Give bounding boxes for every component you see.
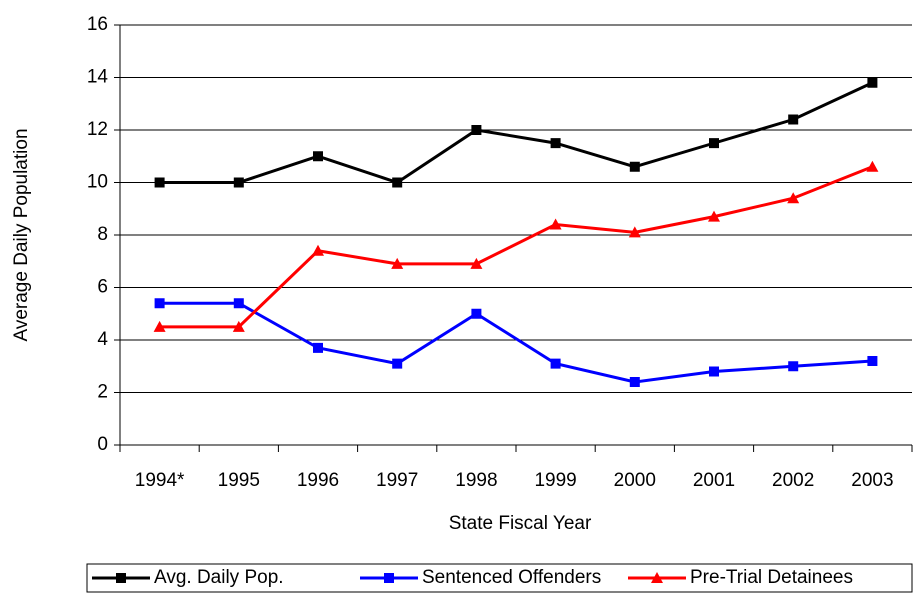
x-tick-label: 2001 (693, 470, 735, 491)
marker (392, 177, 403, 188)
marker (471, 125, 482, 135)
y-tick-label: 8 (97, 224, 108, 245)
y-tick-label: 2 (97, 382, 108, 403)
x-axis-title: State Fiscal Year (449, 513, 592, 534)
x-tick-label: 2000 (614, 470, 656, 491)
marker (787, 192, 800, 204)
marker (549, 218, 562, 230)
series-line (159, 301, 873, 384)
marker (471, 308, 482, 319)
marker (313, 342, 323, 353)
x-tick-label: 2002 (772, 470, 814, 491)
marker (708, 210, 720, 222)
marker (866, 160, 879, 172)
legend-label: Pre-Trial Detainees (690, 567, 853, 588)
marker (629, 377, 640, 387)
marker (867, 356, 878, 366)
marker (233, 177, 244, 188)
marker (788, 114, 799, 125)
marker (384, 573, 394, 583)
legend-label: Sentenced Offenders (422, 567, 601, 588)
legend-box (86, 563, 913, 593)
x-tick-label: 1997 (376, 470, 418, 491)
y-tick-label: 6 (97, 277, 108, 298)
x-tick-label: 1994* (135, 470, 185, 491)
marker (629, 161, 640, 172)
marker (788, 361, 799, 372)
y-tick-label: 12 (87, 119, 108, 140)
x-tick-label: 1995 (218, 470, 260, 491)
legend-label: Avg. Daily Pop. (154, 567, 284, 588)
marker (651, 572, 663, 583)
x-tick-label: 1996 (297, 470, 339, 491)
x-tick-label: 1999 (534, 470, 576, 491)
marker (709, 366, 719, 377)
marker (628, 226, 641, 238)
marker (391, 257, 404, 269)
y-tick-label: 14 (87, 67, 109, 88)
marker (392, 358, 403, 369)
y-axis-title: Average Daily Population (11, 128, 32, 341)
marker (233, 298, 244, 309)
marker (153, 320, 166, 332)
marker (154, 298, 165, 309)
marker (470, 257, 483, 269)
marker (867, 77, 878, 88)
y-tick-label: 4 (97, 329, 108, 350)
marker (312, 244, 324, 256)
marker (154, 177, 165, 188)
marker (232, 320, 245, 332)
marker (550, 358, 561, 369)
y-tick-label: 0 (97, 434, 108, 455)
x-tick-label: 2003 (851, 470, 893, 491)
series-line (159, 81, 874, 185)
marker (116, 573, 126, 583)
y-tick-label: 16 (87, 14, 108, 35)
marker (709, 138, 719, 149)
marker (313, 151, 323, 162)
series-line (159, 165, 873, 329)
marker (550, 138, 561, 149)
x-tick-label: 1998 (455, 470, 497, 491)
y-tick-label: 10 (87, 172, 108, 193)
